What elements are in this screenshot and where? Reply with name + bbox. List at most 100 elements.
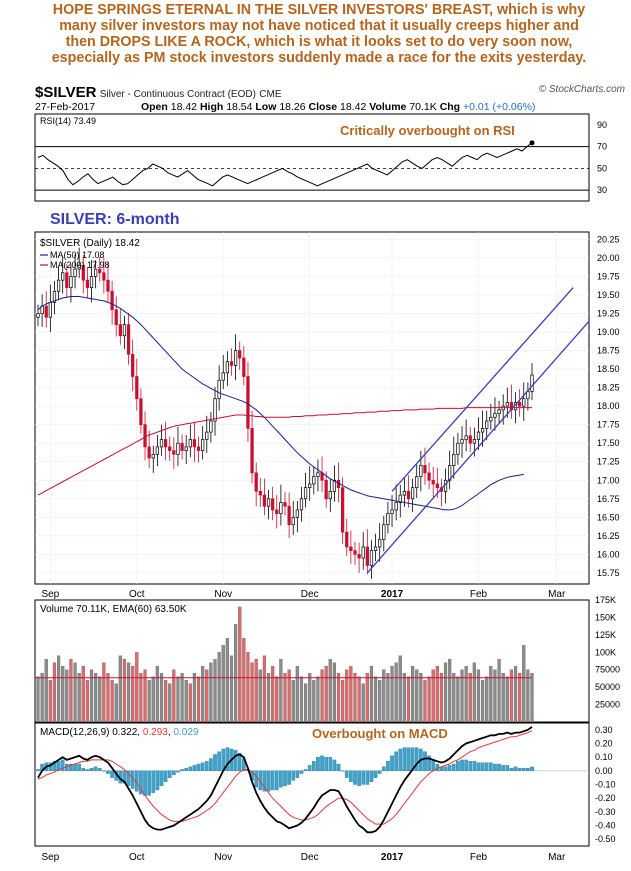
candle-body <box>184 446 188 451</box>
volume-bar <box>250 662 254 723</box>
price-tick-17.25: 17.25 <box>597 457 620 467</box>
macd-layer: 0.30 0.20 0.10 0.00 -0.10 -0.20 -0.30 -0.40 -0.5… <box>35 725 616 863</box>
candle-body <box>69 276 73 288</box>
candle-body <box>98 268 102 274</box>
volume-bar <box>312 680 316 723</box>
macd-xlabel-Dec: Dec <box>301 852 319 863</box>
volume-bar <box>402 673 406 723</box>
macd-histogram-bar <box>349 770 353 782</box>
volume-bar <box>460 669 464 723</box>
candle-body <box>139 398 143 426</box>
volume-bar <box>308 673 312 723</box>
macd-histogram-bar <box>196 763 201 771</box>
macd-histogram-bar <box>447 765 452 771</box>
candle-body <box>229 361 234 366</box>
price-tick-18.25: 18.25 <box>597 383 620 393</box>
volume-bar <box>131 666 135 723</box>
price-tick-17.5: 17.50 <box>597 438 620 448</box>
macd-histogram-bar <box>369 770 374 782</box>
candle-body <box>415 476 419 489</box>
macd-xlabel-Nov: Nov <box>214 852 232 863</box>
candle-body <box>435 483 439 489</box>
macd-histogram-bar <box>357 770 361 787</box>
macd-tick-8: -0.50 <box>595 834 616 844</box>
volume-bar <box>439 673 444 723</box>
macd-legend: MACD(12,26,9) 0.322, 0.293, 0.029 <box>40 727 199 738</box>
volume-bar <box>209 662 213 723</box>
macd-histogram-bar <box>159 770 164 787</box>
candle-body <box>201 439 205 451</box>
candle-body <box>291 516 295 526</box>
volume-bar <box>217 652 221 723</box>
volume-bar <box>164 680 168 723</box>
macd-histogram-bar <box>93 766 98 771</box>
volume-bar <box>464 666 468 723</box>
candle-body <box>147 446 151 459</box>
macd-histogram-bar <box>501 765 505 771</box>
candle-body <box>328 491 332 500</box>
volume-bar <box>443 662 448 723</box>
candle-body <box>61 272 65 281</box>
macd-histogram-bar <box>143 770 147 796</box>
macd-histogram-bar <box>464 759 468 771</box>
macd-histogram-bar <box>233 750 238 771</box>
candle-body <box>394 502 398 511</box>
open-label: Open <box>140 101 168 113</box>
macd-legend-signal: 0.293 <box>143 727 168 738</box>
candle-body <box>102 272 106 281</box>
volume-legend: Volume 70.11K, EMA(60) 63.50K <box>40 604 187 615</box>
candle-body <box>163 439 168 448</box>
volume-bar <box>431 669 435 723</box>
macd-histogram-bar <box>192 765 197 771</box>
volume-bar <box>168 683 172 723</box>
macd-histogram-bar <box>283 770 287 787</box>
macd-histogram-bar <box>328 757 333 771</box>
macd-histogram-bar <box>139 770 143 795</box>
volume-bar <box>81 666 85 723</box>
volume-bar <box>234 624 238 723</box>
macd-histogram-bar <box>530 766 534 771</box>
volume-bar <box>357 676 361 723</box>
candle-body <box>480 428 485 433</box>
macd-histogram-bar <box>303 769 308 771</box>
candle-body <box>106 279 110 292</box>
volume-bar <box>435 666 439 723</box>
macd-histogram-bar <box>340 770 345 772</box>
candle-body <box>168 446 172 451</box>
volume-bar <box>106 673 110 723</box>
volume-bar <box>192 673 197 723</box>
volume-bar <box>213 659 217 723</box>
rsi-tick-30: 30 <box>597 185 607 195</box>
volume-bar <box>188 683 192 723</box>
macd-histogram-bar <box>398 748 403 771</box>
volume-bar <box>501 673 505 723</box>
price-xlabel-Mar: Mar <box>548 589 566 600</box>
volume-bar <box>77 673 81 723</box>
macd-histogram-bar <box>102 770 106 772</box>
volume-bar <box>275 676 279 723</box>
candle-body <box>505 402 509 407</box>
candle-body <box>94 268 98 277</box>
price-xlabel-Sep: Sep <box>41 589 59 600</box>
macd-histogram-bar <box>320 755 324 771</box>
macd-tick-2: 0.10 <box>595 752 613 762</box>
macd-histogram-bar <box>266 770 271 792</box>
candle-body <box>365 546 369 566</box>
volume-bar <box>472 662 476 723</box>
macd-histogram-bar <box>377 770 382 774</box>
price-tick-19: 19.00 <box>597 327 620 337</box>
macd-histogram-bar <box>188 766 193 771</box>
source-credit: © StockCharts.com <box>538 84 625 95</box>
macd-histogram-bar <box>274 770 279 791</box>
candle-body <box>316 472 320 477</box>
volume-bar <box>151 676 155 723</box>
macd-histogram-bar <box>56 761 61 771</box>
volume-bar <box>427 676 431 723</box>
candle-body <box>155 446 160 455</box>
volume-bar <box>89 669 94 723</box>
macd-histogram-bar <box>291 770 296 781</box>
volume-bar <box>139 673 143 723</box>
candle-body <box>345 531 349 548</box>
candle-body <box>262 494 267 507</box>
volume-tick-5: 50000 <box>595 682 620 692</box>
